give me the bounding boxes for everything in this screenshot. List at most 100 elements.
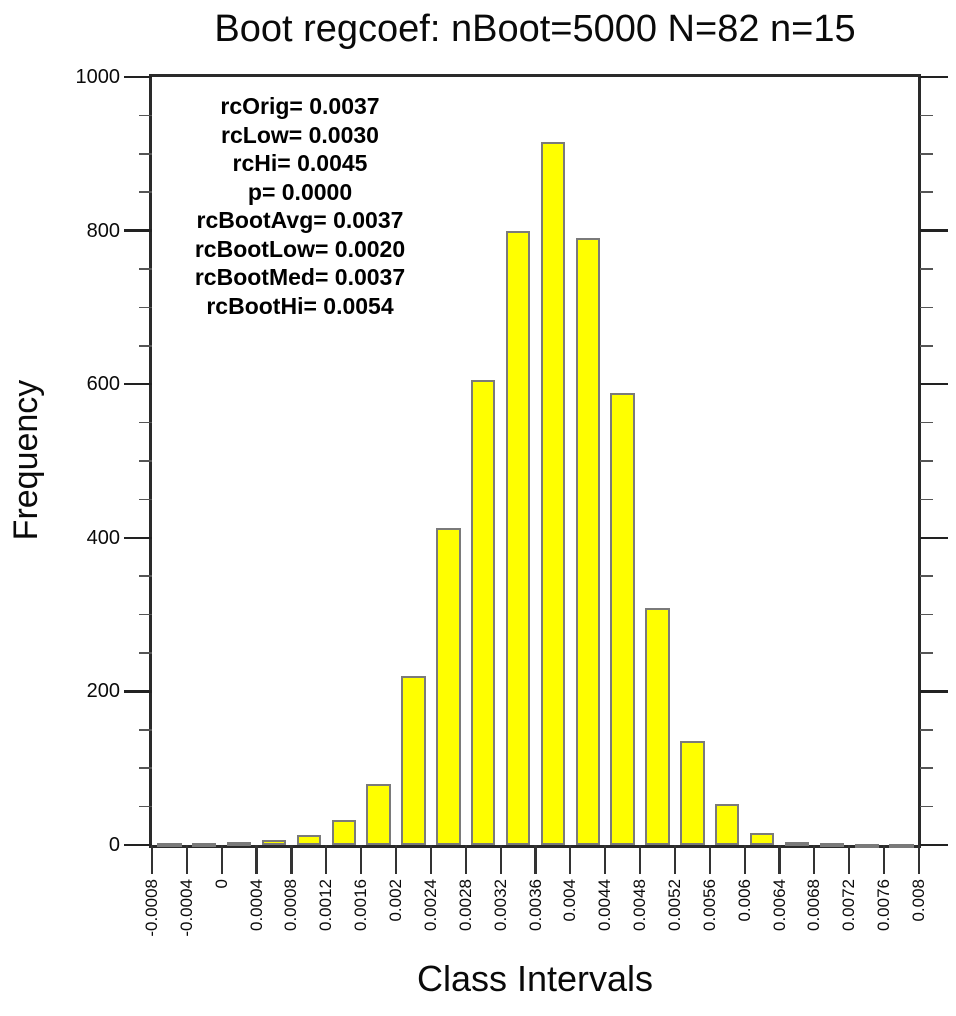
chart-title: Boot regcoef: nBoot=5000 N=82 n=15 (214, 8, 856, 50)
y-minor-tick-left (139, 268, 152, 270)
x-tick (917, 845, 921, 874)
stat-line: rcBootLow= 0.0020 (194, 235, 406, 262)
x-tick (569, 845, 572, 874)
y-major-tick-left (124, 383, 152, 386)
histogram-bar (819, 843, 845, 848)
y-minor-tick-left (139, 729, 152, 731)
y-major-tick-left (124, 536, 152, 539)
y-minor-tick-right (920, 652, 933, 654)
histogram-bar (610, 393, 635, 845)
histogram-bar (505, 230, 531, 845)
y-minor-tick-left (139, 805, 152, 808)
y-minor-tick-left (139, 191, 152, 193)
y-minor-tick-right (920, 345, 933, 347)
y-minor-tick-right (920, 191, 933, 193)
y-major-tick-left (124, 843, 152, 847)
stat-line: rcBootHi= 0.0054 (206, 292, 394, 319)
histogram-bar (331, 820, 356, 845)
x-tick (394, 845, 398, 874)
y-minor-tick-right (920, 421, 933, 424)
y-minor-tick-right (920, 729, 933, 731)
y-major-tick-right (920, 383, 948, 386)
histogram-bar (784, 841, 810, 846)
x-tick (464, 845, 467, 874)
y-minor-tick-left (139, 306, 152, 309)
y-minor-tick-right (920, 114, 933, 117)
histogram-bar (296, 835, 322, 845)
y-major-tick-left (124, 75, 152, 79)
y-major-tick-left (124, 690, 152, 693)
stat-line: rcOrig= 0.0037 (220, 93, 380, 119)
x-axis-title: Class Intervals (416, 958, 654, 999)
x-tick (743, 845, 746, 874)
histogram-bar (540, 142, 566, 845)
y-minor-tick-left (139, 767, 152, 769)
x-tick (290, 845, 293, 874)
histogram-bar (261, 839, 287, 845)
histogram-bar (366, 783, 391, 845)
stat-line: rcBootAvg= 0.0037 (196, 207, 404, 233)
bootstrap-stats-annotation: rcOrig= 0.0037 rcLow= 0.0030 rcHi= 0.0045 p… (140, 92, 460, 320)
y-tick-label: 1000 (75, 66, 121, 88)
plot-frame (149, 74, 921, 848)
y-minor-tick-left (139, 114, 152, 117)
stat-line: rcLow= 0.0030 (221, 121, 379, 148)
y-minor-tick-right (920, 575, 933, 577)
x-tick (325, 845, 328, 874)
y-minor-tick-left (139, 652, 152, 654)
y-tick-label: 600 (86, 373, 120, 396)
histogram-bar (401, 676, 426, 845)
y-tick-label: 200 (86, 680, 120, 703)
y-minor-tick-right (920, 153, 933, 155)
x-tick (813, 845, 816, 874)
x-tick (848, 845, 851, 874)
y-major-tick-right (920, 229, 948, 232)
x-tick (185, 845, 188, 874)
y-minor-tick-right (920, 306, 933, 309)
x-tick (255, 845, 258, 874)
y-minor-tick-right (920, 805, 933, 808)
x-tick (778, 845, 781, 874)
y-major-tick-right (920, 843, 948, 847)
x-tick (220, 845, 223, 874)
stat-line: rcHi= 0.0045 (232, 150, 368, 176)
y-minor-tick-right (920, 460, 933, 462)
histogram-bar (889, 844, 914, 848)
y-minor-tick-left (139, 498, 152, 501)
histogram-bar (645, 608, 670, 845)
histogram-bar (157, 843, 182, 848)
y-major-tick-left (124, 229, 152, 232)
y-minor-tick-left (139, 421, 152, 424)
histogram-bar (854, 844, 879, 848)
y-minor-tick-left (139, 613, 152, 616)
y-tick-label: 0 (108, 834, 120, 856)
histogram-bar (715, 804, 740, 845)
x-tick (360, 845, 363, 874)
histogram-bar (192, 842, 217, 847)
x-tick (534, 845, 537, 874)
histogram-bar (575, 238, 600, 845)
x-tick (604, 845, 607, 874)
stat-line: rcBootMed= 0.0037 (194, 264, 406, 290)
x-tick (429, 845, 432, 874)
histogram-bar (471, 380, 496, 845)
histogram-bar (436, 527, 461, 845)
y-minor-tick-right (920, 613, 933, 616)
x-tick (708, 845, 711, 874)
y-minor-tick-left (139, 153, 152, 155)
y-minor-tick-right (920, 498, 933, 501)
y-major-tick-right (920, 690, 948, 693)
y-major-tick-right (920, 536, 948, 539)
y-minor-tick-left (139, 460, 152, 462)
y-tick-label: 400 (86, 526, 120, 549)
y-minor-tick-right (920, 767, 933, 769)
x-tick (883, 845, 886, 874)
histogram-bar (680, 741, 705, 845)
y-tick-label: 800 (86, 219, 120, 242)
x-tick (150, 845, 154, 874)
x-tick (673, 845, 677, 874)
y-major-tick-right (920, 75, 948, 79)
